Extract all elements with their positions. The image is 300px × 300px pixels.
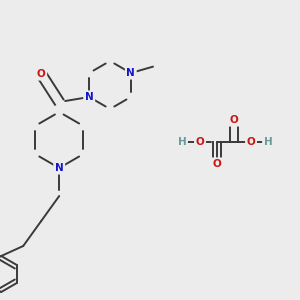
Text: O: O bbox=[213, 159, 221, 169]
Text: N: N bbox=[85, 92, 94, 102]
Text: N: N bbox=[55, 163, 64, 173]
Text: O: O bbox=[196, 137, 204, 147]
Text: H: H bbox=[178, 137, 186, 147]
Text: O: O bbox=[37, 69, 46, 79]
Text: H: H bbox=[264, 137, 272, 147]
Text: O: O bbox=[247, 137, 255, 147]
Text: N: N bbox=[126, 68, 135, 78]
Text: O: O bbox=[230, 115, 238, 125]
